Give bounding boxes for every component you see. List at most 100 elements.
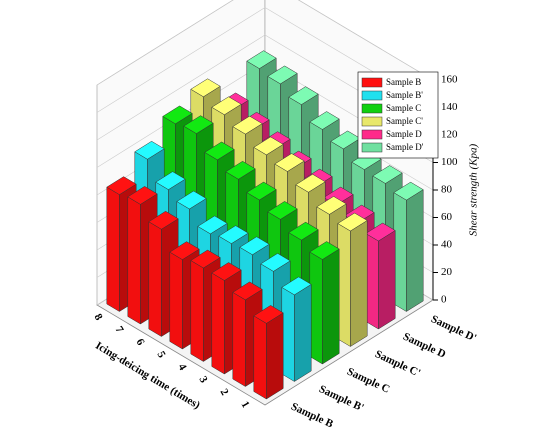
legend-swatch	[361, 90, 383, 101]
bar-side	[309, 251, 323, 365]
x-tick-label: 6	[134, 337, 147, 348]
bar-top	[204, 141, 235, 161]
z-tick-label: 100	[441, 156, 458, 168]
z-tick-label: 40	[441, 239, 453, 251]
bar-top	[176, 190, 207, 210]
series-axis-label: Sample D'	[429, 313, 478, 344]
bar-side	[148, 221, 162, 337]
bar-top	[337, 212, 368, 232]
bar-side	[253, 315, 267, 400]
x-tick-label: 2	[218, 387, 231, 398]
bar-top	[162, 105, 193, 125]
bar-top	[197, 215, 228, 235]
x-tick-label: 1	[239, 399, 252, 410]
bar-top	[239, 236, 270, 256]
bar-top	[393, 181, 424, 201]
legend-swatch	[361, 142, 383, 153]
series-axis-label: Sample B	[289, 401, 335, 431]
bar-top	[190, 78, 221, 98]
z-axis-title: Shear strength (Kpa)	[468, 143, 480, 236]
bar-top	[225, 160, 256, 180]
bar	[365, 222, 396, 330]
bar-top	[232, 115, 263, 135]
bar-top	[281, 276, 312, 296]
bar-top	[267, 201, 298, 220]
bar-top	[267, 65, 298, 85]
z-tick-label: 0	[441, 294, 447, 306]
legend-swatch	[361, 129, 383, 140]
x-tick-label: 5	[155, 349, 168, 360]
legend-label: Sample B'	[386, 90, 423, 100]
z-tick-label: 80	[441, 184, 453, 196]
bar-front	[350, 220, 368, 347]
bar	[253, 305, 284, 400]
bar-side	[211, 272, 225, 375]
bar-front	[266, 312, 284, 400]
bar-top	[148, 210, 179, 230]
bar-front	[322, 248, 340, 365]
z-tick-label: 160	[441, 74, 458, 86]
bar-top	[309, 111, 340, 130]
z-tick-label: 140	[441, 101, 458, 113]
bar-front	[294, 283, 312, 382]
bar-top	[246, 50, 277, 69]
bar	[281, 276, 312, 382]
series-axis-label: Sample C	[345, 366, 391, 396]
bar-top	[169, 241, 200, 260]
bar-top	[253, 136, 284, 156]
bar-top	[365, 222, 396, 242]
legend-swatch	[361, 116, 383, 127]
bar-top	[309, 241, 340, 260]
bar-top	[211, 96, 242, 116]
bar	[393, 181, 424, 312]
bar-top	[190, 249, 221, 269]
bar-side	[127, 196, 141, 325]
bar-top	[183, 115, 214, 134]
bar-top	[134, 140, 165, 160]
bar-top	[127, 186, 158, 205]
z-tick-label: 60	[441, 211, 453, 223]
z-tick-label: 120	[441, 129, 458, 141]
bar-top	[246, 181, 277, 201]
legend-label: Sample C	[386, 103, 421, 113]
legend-swatch	[361, 103, 383, 114]
grid-line	[96, 0, 434, 86]
bar-top	[218, 225, 249, 244]
bar-top	[232, 281, 263, 301]
bar	[309, 241, 340, 365]
bar-side	[337, 223, 351, 347]
bar-top	[211, 262, 242, 281]
legend-label: Sample C'	[386, 116, 423, 126]
bar-front	[378, 230, 396, 330]
bar-side	[393, 192, 407, 312]
bar-front	[406, 189, 424, 312]
x-tick-label: 4	[176, 362, 189, 373]
bar-side	[365, 233, 379, 330]
bar-top	[288, 86, 319, 105]
bar-top	[106, 176, 137, 195]
z-tick-label: 20	[441, 266, 453, 278]
legend-label: Sample D'	[386, 142, 424, 152]
series-axis-label: Sample B'	[317, 383, 366, 414]
bar-top	[260, 253, 291, 272]
bar-side	[106, 186, 120, 312]
bar-top	[372, 165, 403, 184]
bar	[211, 262, 242, 375]
bar-side	[169, 251, 183, 350]
legend-label: Sample D	[386, 129, 422, 139]
bar-top	[316, 196, 347, 215]
bar-side	[190, 260, 204, 362]
series-axis-label: Sample C'	[373, 348, 422, 379]
bar-top	[288, 221, 319, 241]
bar-side	[281, 286, 295, 382]
bar	[337, 212, 368, 347]
legend: Sample B Sample B' Sample C Sample C' Sample…	[357, 71, 439, 159]
legend-swatch	[361, 77, 383, 88]
bar-top	[274, 153, 305, 172]
x-tick-label: 7	[113, 324, 126, 335]
bar-top	[253, 305, 284, 324]
bar-top	[330, 130, 361, 150]
legend-label: Sample B	[386, 77, 421, 87]
bar-top	[295, 173, 326, 193]
